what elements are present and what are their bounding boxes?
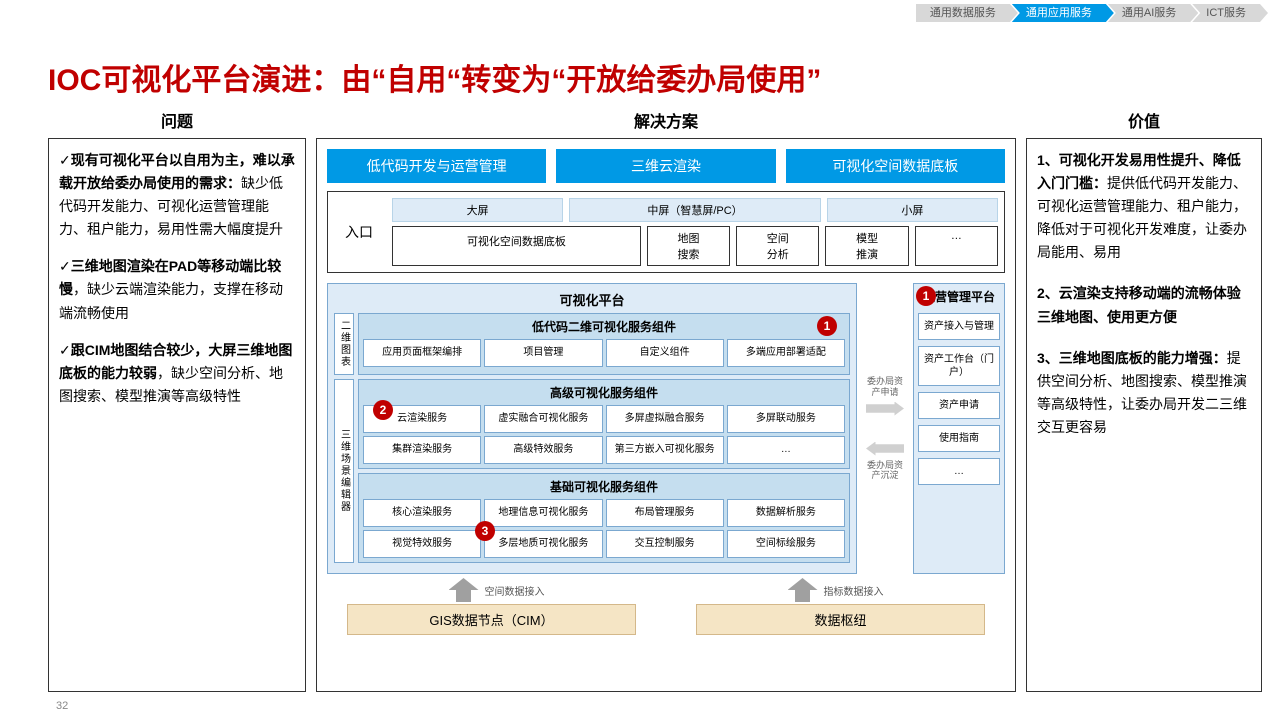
g1-cell: 自定义组件 — [606, 339, 724, 367]
problems-column: 问题 ✓现有可视化平台以自用为主，难以承载开放给委办局使用的需求：缺少低代码开发… — [48, 108, 306, 692]
g2-cell: 高级特效服务 — [484, 436, 602, 464]
ops-platform-panel: 1 运营管理平台 资产接入与管理 资产工作台（门户） 资产申请 使用指南 … — [913, 283, 1005, 574]
g3-cell: 地理信息可视化服务 — [484, 499, 602, 527]
arrow-right-icon — [866, 402, 904, 416]
entry-spatial-base: 可视化空间数据底板 — [392, 226, 641, 266]
page-number: 32 — [56, 700, 68, 712]
side-2d-chart: 二维图表 — [334, 313, 354, 375]
entry-panel: 入口 大屏 中屏（智慧屏/PC） 小屏 可视化空间数据底板 地图 搜索 空间 分… — [327, 191, 1005, 273]
group3-title: 基础可视化服务组件 — [363, 478, 845, 495]
g2-cell: … — [727, 436, 845, 464]
entry-label: 入口 — [334, 198, 384, 266]
g1-cell: 项目管理 — [484, 339, 602, 367]
badge-ops-1: 1 — [916, 286, 936, 306]
values-column: 价值 1、可视化开发易用性提升、降低入门门槛：提供低代码开发能力、可视化运营管理… — [1026, 108, 1262, 692]
ops-cell: … — [918, 458, 1000, 485]
page-title: IOC可视化平台演进：由“自用“转变为“开放给委办局使用” — [48, 55, 821, 99]
side-3d-editor: 三维场景编辑器 — [334, 379, 354, 563]
ops-cell: 资产申请 — [918, 392, 1000, 419]
entry-screen-large: 大屏 — [392, 198, 563, 222]
g3-cell: 交互控制服务 — [606, 530, 724, 558]
problems-header: 问题 — [48, 108, 306, 132]
tab-data-service[interactable]: 通用数据服务 — [916, 4, 1018, 22]
viz-platform-panel: 可视化平台 二维图表 低代码二维可视化服务组件 1 应用页面框架编排 项目管理 — [327, 283, 857, 574]
g2-cell: 多屏联动服务 — [727, 405, 845, 433]
g2-cell: 虚实融合可视化服务 — [484, 405, 602, 433]
g3-cell: 视觉特效服务 — [363, 530, 481, 558]
entry-screen-small: 小屏 — [827, 198, 998, 222]
entry-model-deduce: 模型 推演 — [825, 226, 908, 266]
tab-app-service[interactable]: 通用应用服务 — [1012, 4, 1114, 22]
g2-cell: 第三方嵌入可视化服务 — [606, 436, 724, 464]
gis-node: GIS数据节点（CIM） — [347, 604, 636, 635]
g2-cell: 多屏虚拟融合服务 — [606, 405, 724, 433]
group1-title: 低代码二维可视化服务组件 1 — [363, 318, 845, 335]
g3-cell: 核心渲染服务 — [363, 499, 481, 527]
up-arrow-icon — [449, 578, 479, 602]
ops-cell: 资产工作台（门户） — [918, 346, 1000, 386]
entry-map-search: 地图 搜索 — [647, 226, 730, 266]
breadcrumb-tabs: 通用数据服务 通用应用服务 通用AI服务 ICT服务 — [916, 4, 1268, 22]
arrow-left-icon — [866, 442, 904, 456]
g2-cell: 集群渲染服务 — [363, 436, 481, 464]
topbox-lowcode: 低代码开发与运营管理 — [327, 149, 546, 183]
badge-2: 2 — [373, 400, 393, 420]
values-header: 价值 — [1026, 108, 1262, 132]
g3-cell: 布局管理服务 — [606, 499, 724, 527]
bottom-arrows-row: 空间数据接入 指标数据接入 — [327, 578, 1005, 602]
g1-cell: 应用页面框架编排 — [363, 339, 481, 367]
entry-more: … — [915, 226, 998, 266]
ops-cell: 使用指南 — [918, 425, 1000, 452]
g3-cell: 空间标绘服务 — [727, 530, 845, 558]
g1-cell: 多端应用部署适配 — [727, 339, 845, 367]
bottom-data-row: GIS数据节点（CIM） 数据枢纽 — [327, 604, 1005, 635]
viz-platform-title: 可视化平台 — [334, 290, 850, 309]
tab-ict-service[interactable]: ICT服务 — [1192, 4, 1268, 22]
solution-column: 解决方案 低代码开发与运营管理 三维云渲染 可视化空间数据底板 入口 大屏 中屏… — [316, 108, 1016, 692]
ops-cell: 资产接入与管理 — [918, 313, 1000, 340]
badge-1: 1 — [817, 316, 837, 336]
up-arrow-icon — [788, 578, 818, 602]
g3-cell: 数据解析服务 — [727, 499, 845, 527]
group2-title: 高级可视化服务组件 — [363, 384, 845, 401]
topbox-3d-render: 三维云渲染 — [556, 149, 775, 183]
solution-top-row: 低代码开发与运营管理 三维云渲染 可视化空间数据底板 — [327, 149, 1005, 183]
entry-spatial-analysis: 空间 分析 — [736, 226, 819, 266]
tab-ai-service[interactable]: 通用AI服务 — [1108, 4, 1198, 22]
bidirectional-arrows: 委办局资产申请 委办局资产沉淀 — [863, 283, 907, 574]
topbox-spatial-data: 可视化空间数据底板 — [786, 149, 1005, 183]
g3-cell: 多层地质可视化服务 — [484, 530, 602, 558]
data-hub: 数据枢纽 — [696, 604, 985, 635]
badge-3: 3 — [475, 521, 495, 541]
solution-header: 解决方案 — [316, 108, 1016, 132]
entry-screen-mid: 中屏（智慧屏/PC） — [569, 198, 821, 222]
